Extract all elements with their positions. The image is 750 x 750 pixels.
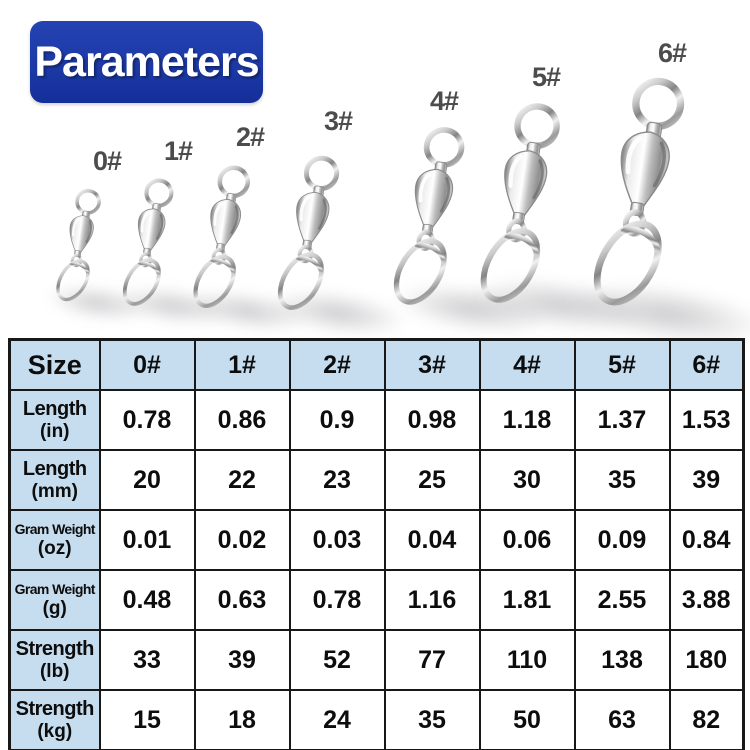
row-unit: (in) bbox=[39, 421, 70, 442]
value-cell: 23 bbox=[288, 449, 386, 511]
value-cell: 33 bbox=[98, 629, 196, 691]
value-cell: 50 bbox=[478, 689, 576, 750]
value-cell: 39 bbox=[668, 449, 745, 511]
swivel-image-size-3 bbox=[272, 153, 364, 311]
value-cell: 2.55 bbox=[573, 569, 671, 631]
value-cell: 18 bbox=[193, 689, 291, 750]
value-cell: 0.86 bbox=[193, 389, 291, 451]
value-cell: 1.81 bbox=[478, 569, 576, 631]
header-cell: 1# bbox=[193, 338, 291, 391]
value-cell: 82 bbox=[668, 689, 745, 750]
row-label-cell: Gram Weight (oz) bbox=[8, 509, 101, 571]
row-label-cell: Length (mm) bbox=[8, 449, 101, 511]
row-unit: (g) bbox=[42, 598, 67, 619]
product-gallery: 0# 1# 2# 3# 4# 5# 6# bbox=[0, 0, 750, 356]
swivel-image-size-6 bbox=[585, 74, 721, 307]
parameters-banner: Parameters bbox=[30, 21, 263, 103]
value-cell: 63 bbox=[573, 689, 671, 750]
swivel-image-size-1 bbox=[118, 176, 194, 307]
row-unit: (oz) bbox=[37, 538, 72, 559]
value-cell: 0.02 bbox=[193, 509, 291, 571]
header-cell: 4# bbox=[478, 338, 576, 391]
size-label-2: 2# bbox=[236, 122, 265, 152]
value-cell: 0.06 bbox=[478, 509, 576, 571]
row-label: Gram Weight bbox=[14, 521, 96, 537]
header-cell-size: Size bbox=[8, 338, 101, 391]
value-cell: 24 bbox=[288, 689, 386, 750]
swivel-image-size-0 bbox=[52, 187, 103, 302]
row-unit: (lb) bbox=[39, 661, 70, 682]
size-label-4: 4# bbox=[430, 86, 459, 116]
row-label: Length bbox=[22, 458, 87, 480]
value-cell: 110 bbox=[478, 629, 576, 691]
value-cell: 1.16 bbox=[383, 569, 481, 631]
header-cell: 3# bbox=[383, 338, 481, 391]
value-cell: 0.78 bbox=[98, 389, 196, 451]
table-row-length-mm: Length (mm) 20 22 23 25 30 35 39 bbox=[8, 449, 745, 511]
header-cell: 6# bbox=[668, 338, 745, 391]
value-cell: 77 bbox=[383, 629, 481, 691]
row-label-cell: Length (in) bbox=[8, 389, 101, 451]
table-row-strength-lb: Strength (lb) 33 39 52 77 110 138 180 bbox=[8, 629, 745, 691]
value-cell: 0.01 bbox=[98, 509, 196, 571]
swivel-image-size-5 bbox=[473, 100, 592, 304]
value-cell: 1.37 bbox=[573, 389, 671, 451]
value-cell: 1.18 bbox=[478, 389, 576, 451]
row-label-cell: Strength (lb) bbox=[8, 629, 101, 691]
parameters-table: Size 0# 1# 2# 3# 4# 5# 6# Length (in) 0.… bbox=[8, 338, 745, 750]
value-cell: 180 bbox=[668, 629, 745, 691]
row-label: Strength bbox=[15, 638, 95, 660]
table-row-length-in: Length (in) 0.78 0.86 0.9 0.98 1.18 1.37… bbox=[8, 389, 745, 451]
value-cell: 39 bbox=[193, 629, 291, 691]
table-row-weight-g: Gram Weight (g) 0.48 0.63 0.78 1.16 1.81… bbox=[8, 569, 745, 631]
size-label-0: 0# bbox=[93, 146, 122, 176]
value-cell: 22 bbox=[193, 449, 291, 511]
table-row-strength-kg: Strength (kg) 15 18 24 35 50 63 82 bbox=[8, 689, 745, 750]
value-cell: 3.88 bbox=[668, 569, 745, 631]
value-cell: 1.53 bbox=[668, 389, 745, 451]
value-cell: 0.78 bbox=[288, 569, 386, 631]
row-unit: (mm) bbox=[31, 481, 78, 502]
value-cell: 25 bbox=[383, 449, 481, 511]
value-cell: 0.04 bbox=[383, 509, 481, 571]
value-cell: 15 bbox=[98, 689, 196, 750]
value-cell: 0.98 bbox=[383, 389, 481, 451]
swivel-image-size-2 bbox=[188, 163, 273, 309]
row-unit: (kg) bbox=[37, 721, 73, 742]
size-label-6: 6# bbox=[658, 38, 687, 68]
size-label-3: 3# bbox=[324, 106, 353, 136]
value-cell: 52 bbox=[288, 629, 386, 691]
row-label: Gram Weight bbox=[14, 581, 96, 597]
size-label-1: 1# bbox=[164, 136, 193, 166]
value-cell: 0.48 bbox=[98, 569, 196, 631]
value-cell: 35 bbox=[383, 689, 481, 750]
value-cell: 0.9 bbox=[288, 389, 386, 451]
table-header-row: Size 0# 1# 2# 3# 4# 5# 6# bbox=[8, 338, 745, 391]
row-label-cell: Gram Weight (g) bbox=[8, 569, 101, 631]
value-cell: 0.84 bbox=[668, 509, 745, 571]
banner-title: Parameters bbox=[34, 37, 259, 86]
value-cell: 0.63 bbox=[193, 569, 291, 631]
value-cell: 20 bbox=[98, 449, 196, 511]
header-cell: 5# bbox=[573, 338, 671, 391]
row-label: Length bbox=[22, 398, 87, 420]
value-cell: 30 bbox=[478, 449, 576, 511]
value-cell: 0.03 bbox=[288, 509, 386, 571]
value-cell: 35 bbox=[573, 449, 671, 511]
header-cell: 0# bbox=[98, 338, 196, 391]
row-label: Strength bbox=[15, 698, 95, 720]
table-row-weight-oz: Gram Weight (oz) 0.01 0.02 0.03 0.04 0.0… bbox=[8, 509, 745, 571]
row-label-cell: Strength (kg) bbox=[8, 689, 101, 750]
value-cell: 138 bbox=[573, 629, 671, 691]
header-cell: 2# bbox=[288, 338, 386, 391]
value-cell: 0.09 bbox=[573, 509, 671, 571]
size-label-5: 5# bbox=[532, 62, 561, 92]
